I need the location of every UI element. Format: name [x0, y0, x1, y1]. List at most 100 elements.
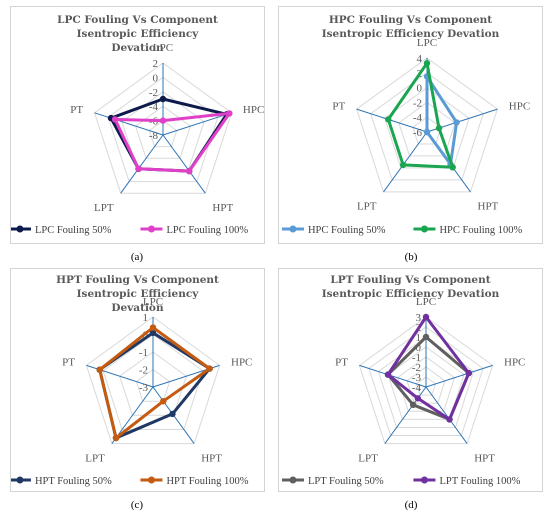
data-point: [414, 395, 421, 402]
grid-ring: [102, 333, 204, 430]
axis-label: HPC: [243, 104, 264, 116]
axis-spoke: [162, 112, 232, 136]
axis-label: LPT: [85, 452, 105, 464]
legend-marker: [289, 225, 297, 233]
chart-panel-a: LPC Fouling Vs Component Isentropic Effi…: [10, 6, 265, 244]
axis-label: HPT: [478, 201, 499, 213]
axis-label: HPC: [509, 100, 530, 112]
data-point: [160, 398, 167, 405]
axis-spoke: [383, 131, 428, 193]
legend: LPT Fouling 50% LPT Fouling 100%: [281, 476, 521, 487]
tick-label: -8: [149, 130, 159, 142]
axis-label: LPC: [417, 37, 437, 49]
data-point: [226, 110, 233, 117]
data-point: [149, 329, 157, 336]
axis-spoke: [425, 386, 468, 444]
legend-marker: [420, 476, 428, 484]
tick-label: -2: [149, 87, 158, 99]
data-point: [465, 369, 472, 377]
axis-label: HPC: [231, 357, 252, 369]
data-point: [409, 401, 417, 408]
legend-marker: [420, 225, 428, 233]
series-line: [98, 326, 212, 440]
grid-ring: [415, 376, 437, 396]
panel-label-c: (c): [130, 499, 144, 511]
series-line: [386, 315, 471, 421]
axis-label: HPT: [474, 452, 495, 464]
series-line: [386, 335, 471, 421]
chart-panel-d: LPT Fouling Vs Component Isentropic Effi…: [278, 268, 543, 492]
legend-label: HPC Fouling 100%: [439, 225, 522, 236]
series-line: [98, 331, 212, 440]
grid-ring: [356, 57, 498, 193]
axis-spoke: [356, 108, 428, 133]
axis-spoke: [162, 134, 206, 194]
grid-ring: [135, 105, 191, 159]
tick-label: 0: [143, 330, 149, 342]
data-point: [423, 128, 431, 136]
data-point: [112, 434, 120, 442]
panel-label-d: (d): [404, 499, 418, 511]
tick-label: -4: [413, 112, 423, 124]
legend-label: LPT Fouling 50%: [308, 476, 384, 487]
chart-title: LPC Fouling Vs Component Isentropic Effi…: [57, 14, 218, 54]
series-line: [113, 111, 231, 173]
legend-label: HPT Fouling 100%: [166, 476, 248, 487]
data-point: [385, 116, 392, 123]
tick-label: 1: [416, 332, 422, 344]
chart-title: LPT Fouling Vs Component Isentropic Effi…: [321, 274, 500, 300]
tick-label: -3: [139, 382, 149, 394]
legend: HPC Fouling 50% HPC Fouling 100%: [281, 225, 523, 236]
data-point: [399, 161, 407, 169]
tick-label: -2: [412, 362, 421, 374]
axis-label: PT: [70, 104, 83, 116]
axis-label: PT: [332, 100, 345, 112]
grid-ring: [398, 101, 456, 157]
tick-label: -6: [413, 127, 423, 139]
axis-spoke: [94, 112, 164, 136]
axis-label: LPC: [143, 296, 163, 308]
axis-label: PT: [62, 357, 75, 369]
chart-panel-b: HPC Fouling Vs Component Isentropic Effi…: [278, 6, 543, 244]
tick-label: 0: [153, 72, 159, 84]
grid-ring: [358, 316, 494, 445]
data-point: [159, 117, 167, 124]
axis-label: PT: [335, 357, 348, 369]
axis-spoke: [359, 364, 427, 388]
data-point: [422, 313, 430, 321]
axis-label: LPT: [357, 201, 377, 213]
data-point: [186, 167, 193, 175]
legend-label: LPC Fouling 100%: [166, 225, 248, 236]
series-line: [386, 61, 455, 169]
axis-label: LPC: [416, 296, 436, 308]
data-point: [449, 164, 456, 171]
data-point: [384, 371, 392, 378]
axis-label: LPC: [153, 42, 173, 54]
data-point: [453, 119, 460, 126]
axis-label: LPT: [358, 452, 378, 464]
axis-label: HPC: [504, 357, 525, 369]
data-point: [423, 60, 431, 67]
grid-ring: [368, 326, 484, 436]
legend-marker: [289, 476, 297, 484]
chart-panel-c: HPT Fouling Vs Component Isentropic Effi…: [10, 268, 265, 492]
tick-label: -3: [412, 372, 422, 384]
axis-spoke: [120, 134, 164, 194]
data-point: [159, 95, 167, 103]
legend-label: LPT Fouling 100%: [439, 476, 520, 487]
chart-title: HPT Fouling Vs Component Isentropic Effi…: [56, 274, 219, 314]
data-point: [111, 116, 119, 123]
tick-label: -2: [139, 365, 148, 377]
data-point: [435, 124, 443, 132]
grid-ring: [93, 62, 233, 194]
data-point: [149, 324, 157, 331]
tick-label: 2: [153, 58, 159, 70]
grid-ring: [119, 351, 187, 416]
tick-label: -1: [139, 347, 148, 359]
legend-marker: [16, 476, 24, 484]
legend-label: LPC Fouling 50%: [35, 225, 112, 236]
panel-label-a: (a): [130, 251, 144, 263]
panel-label-b: (b): [404, 251, 418, 263]
